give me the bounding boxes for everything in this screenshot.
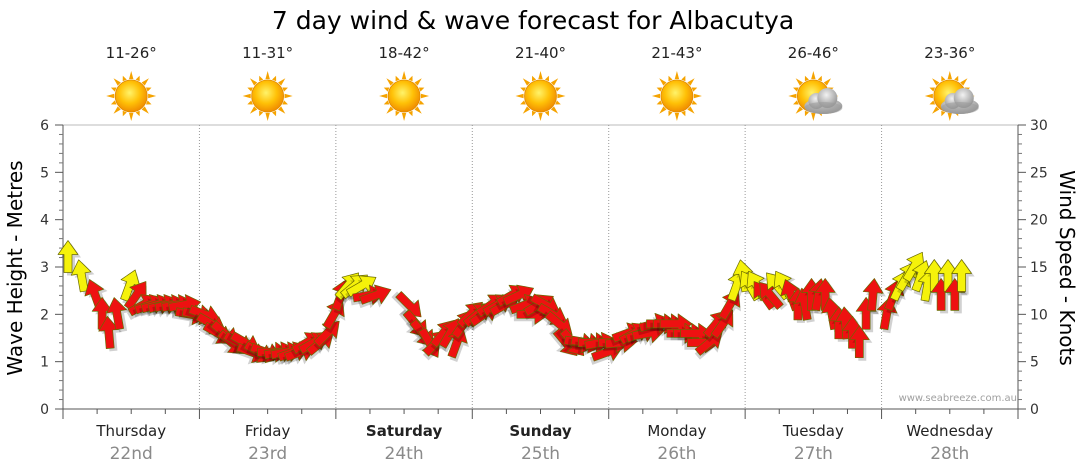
right-tick-label: 20 [1030, 213, 1048, 229]
left-tick-label: 3 [40, 260, 49, 276]
partly-cloudy-icon [924, 71, 979, 121]
day-name: Monday [647, 422, 706, 440]
wind-arrow [106, 297, 130, 333]
day-name: Friday [245, 422, 291, 440]
day-name: Thursday [95, 422, 166, 440]
sun-icon [515, 71, 566, 121]
wind-arrow [357, 284, 392, 309]
day-date: 24th [385, 444, 424, 464]
wind-arrow [57, 240, 81, 276]
wind-arrow [951, 259, 975, 295]
left-tick-label: 2 [40, 307, 49, 323]
sun-icon [379, 71, 430, 121]
left-tick-label: 4 [40, 213, 49, 229]
grid-lines [62, 124, 1019, 419]
day-date: 23rd [248, 444, 287, 464]
right-axis-ticks: 0 5 10 15 20 25 30 [1017, 118, 1048, 418]
wind-arrow [862, 278, 886, 314]
temperature-row: 11-26° 11-31° 18-42° 21-40° 21-43° 26-46° 23-3… [106, 44, 976, 62]
day-temperature: 11-26° [106, 44, 157, 62]
right-tick-label: 30 [1030, 118, 1048, 134]
wind-arrow [848, 325, 873, 361]
right-tick-label: 10 [1030, 307, 1048, 323]
right-axis-title: Wind Speed - Knots [1055, 170, 1079, 366]
day-temperature: 21-43° [651, 44, 702, 62]
left-tick-label: 1 [40, 355, 49, 371]
day-temperature: 21-40° [515, 44, 566, 62]
wind-arrows [57, 240, 975, 366]
sun-icon [106, 71, 157, 121]
chart-title: 7 day wind & wave forecast for Albacutya [272, 6, 794, 35]
right-tick-label: 15 [1030, 260, 1048, 276]
weather-icons [106, 71, 979, 121]
day-date: 27th [794, 444, 833, 464]
day-temperature: 23-36° [924, 44, 975, 62]
day-name: Sunday [509, 422, 572, 440]
day-date: 25th [521, 444, 560, 464]
left-axis-title: Wave Height - Metres [3, 160, 27, 375]
left-axis-ticks: 0 1 2 3 4 5 6 [40, 118, 64, 418]
day-date: 28th [930, 444, 969, 464]
right-tick-label: 25 [1030, 165, 1048, 181]
day-temperature: 18-42° [379, 44, 430, 62]
partly-cloudy-icon [788, 71, 843, 121]
day-date: 26th [657, 444, 696, 464]
left-tick-label: 5 [40, 165, 49, 181]
day-name: Tuesday [782, 422, 844, 440]
right-tick-label: 5 [1030, 355, 1039, 371]
day-name: Wednesday [906, 422, 993, 440]
left-tick-label: 6 [40, 118, 49, 134]
left-tick-label: 0 [40, 402, 49, 418]
day-temperature: 11-31° [242, 44, 293, 62]
day-temperature: 26-46° [788, 44, 839, 62]
plot-frame [62, 124, 1019, 410]
day-labels: Thursday 22nd Friday 23rd Saturday 24th Sunday… [95, 422, 993, 464]
sun-icon [651, 71, 702, 121]
right-tick-label: 0 [1030, 402, 1039, 418]
credit-text: www.seabreeze.com.au [899, 393, 1017, 404]
sun-icon [242, 71, 293, 121]
day-date: 22nd [110, 444, 153, 464]
wind-arrow [120, 269, 142, 306]
day-name: Saturday [366, 422, 443, 440]
